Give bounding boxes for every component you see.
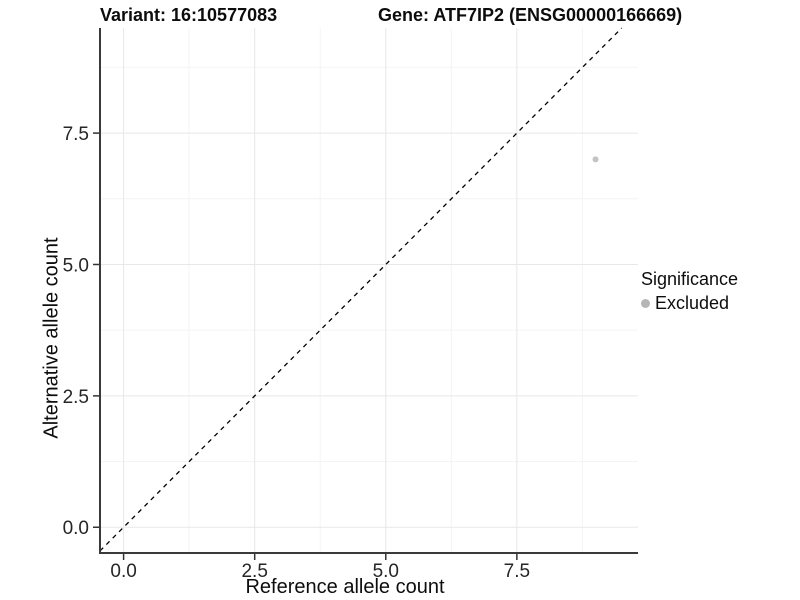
y-tick-label: 0.0 [63,518,89,539]
legend-entry-label: Excluded [655,293,730,313]
legend-entry-excluded: Excluded [641,293,738,314]
legend-point-icon [641,299,650,308]
x-tick-label: 5.0 [373,561,399,582]
legend: Significance Excluded [641,269,738,314]
variant-title: Variant: 16:10577083 [100,5,278,25]
x-tick-label: 0.0 [110,561,136,582]
y-tick-label: 5.0 [63,255,89,276]
gene-title: Gene: ATF7IP2 (ENSG00000166669) [378,5,683,25]
x-axis-title: Reference allele count [245,576,445,598]
y-tick-label: 7.5 [63,124,89,145]
x-tick-label: 7.5 [504,561,530,582]
y-axis-title: Alternative allele count [40,237,63,439]
identity-dashed-line [99,27,623,552]
y-tick-label: 2.5 [63,387,89,408]
legend-title: Significance [641,269,739,289]
data-point [592,156,599,163]
x-tick-label: 2.5 [241,561,267,582]
